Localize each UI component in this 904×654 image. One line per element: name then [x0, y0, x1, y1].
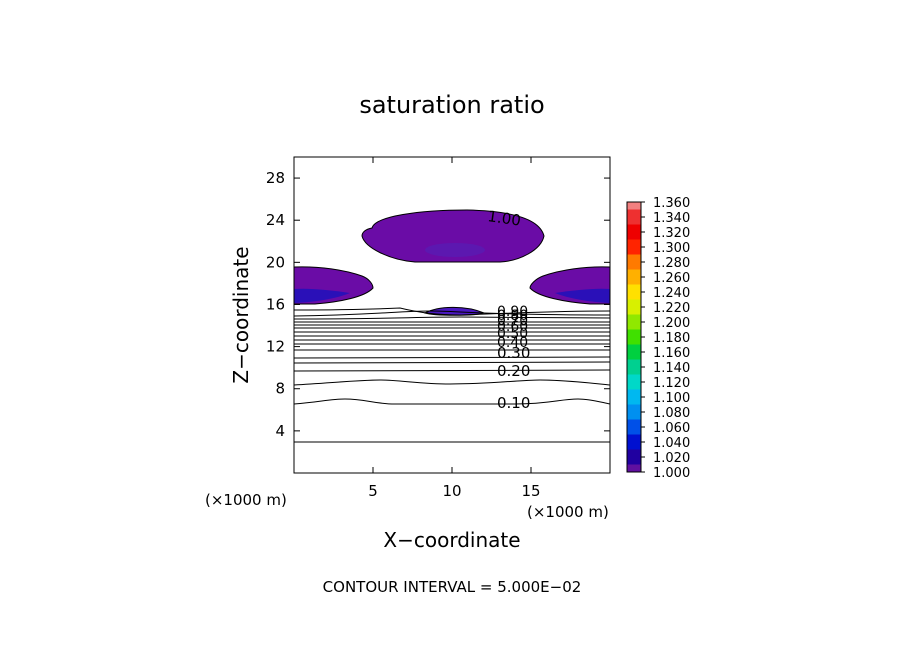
contour-label-0.60: 0.60 — [497, 319, 528, 335]
colorbar-label-1.340: 1.340 — [653, 211, 690, 226]
region-top-core — [425, 243, 485, 257]
y-tick-label-4: 20 — [266, 253, 285, 271]
colorbar-swatch-1.260 — [627, 269, 641, 285]
colorbar-swatch-1.320 — [627, 224, 641, 240]
x-axis-title: X−coordinate — [383, 528, 520, 552]
y-tick-label-6: 28 — [266, 169, 285, 187]
colorbar-label-1.000: 1.000 — [653, 466, 690, 481]
x-tick-label-1: 10 — [442, 482, 461, 500]
contour-labels: 0.10 0.20 0.30 0.40 0.50 0.60 0.70 0.80 … — [486, 207, 530, 412]
y-tick-label-0: 4 — [275, 422, 285, 440]
contour-line-m — [293, 307, 611, 316]
colorbar-swatch-1.300 — [627, 239, 641, 255]
y-tick-label-2: 12 — [266, 338, 285, 356]
x-tick-label-0: 5 — [368, 482, 378, 500]
y-axis: 4 8 12 16 20 24 28 — [266, 169, 610, 440]
contour-label-0.20: 0.20 — [497, 362, 530, 380]
x-unit-left: (×1000 m) — [205, 491, 287, 509]
region-left-core — [294, 288, 350, 303]
colorbar-swatch-1.100 — [627, 389, 641, 405]
region-right-core — [555, 288, 610, 303]
contour-line-c — [293, 356, 611, 359]
contour-line-a — [293, 379, 611, 386]
region-top-ellipse — [361, 209, 545, 263]
contour-label-0.30: 0.30 — [497, 344, 530, 362]
colorbar-swatch-1.280 — [627, 254, 641, 270]
contour-label-0.90: 0.90 — [497, 304, 528, 320]
colorbar-label-1.020: 1.020 — [653, 451, 690, 466]
contour-label-0.40: 0.40 — [497, 335, 528, 351]
contour-label-0.10: 0.10 — [497, 394, 530, 412]
colorbar-swatch-1.360 — [627, 202, 641, 210]
colorbar-label-1.280: 1.280 — [653, 256, 690, 271]
colorbar-label-1.260: 1.260 — [653, 271, 690, 286]
y-tick-label-1: 8 — [275, 380, 285, 398]
contour-line-l — [293, 310, 611, 317]
y-axis-title: Z−coordinate — [229, 246, 253, 383]
contour-line-0.20 — [293, 369, 611, 372]
colorbar-label-1.140: 1.140 — [653, 361, 690, 376]
colorbar-label-1.320: 1.320 — [653, 226, 690, 241]
colorbar: 1.3601.3401.3201.3001.2801.2601.2401.220… — [626, 196, 690, 481]
colorbar-swatch-1.120 — [627, 374, 641, 390]
colorbar-label-1.240: 1.240 — [653, 286, 690, 301]
x-tick-label-2: 15 — [521, 482, 540, 500]
y-tick-label-3: 16 — [266, 295, 285, 313]
colorbar-swatch-1.020 — [627, 449, 641, 465]
contour-lines — [293, 307, 611, 443]
colorbar-swatch-1.060 — [627, 419, 641, 435]
colorbar-swatch-1.000 — [627, 464, 641, 472]
y-tick-label-5: 24 — [266, 211, 285, 229]
colorbar-swatch-1.180 — [627, 329, 641, 345]
colorbar-label-1.360: 1.360 — [653, 196, 690, 211]
contour-line-0.10 — [293, 398, 611, 405]
colorbar-label-1.220: 1.220 — [653, 301, 690, 316]
contour-line-b — [293, 361, 611, 364]
contour-interval-footer: CONTOUR INTERVAL = 5.000E−02 — [323, 578, 582, 596]
colorbar-label-1.100: 1.100 — [653, 391, 690, 406]
colorbar-swatch-1.200 — [627, 314, 641, 330]
chart-title: saturation ratio — [359, 91, 544, 119]
colorbar-label-1.200: 1.200 — [653, 316, 690, 331]
x-unit-right: (×1000 m) — [527, 503, 609, 521]
colorbar-frame — [626, 201, 642, 473]
contour-line-k — [293, 316, 611, 320]
contour-label-0.80: 0.80 — [497, 308, 528, 324]
colorbar-swatch-1.080 — [627, 404, 641, 420]
colorbar-swatch-1.040 — [627, 434, 641, 450]
colorbar-swatch-1.340 — [627, 209, 641, 225]
contour-label-1.00: 1.00 — [486, 207, 522, 229]
colorbar-label-1.060: 1.060 — [653, 421, 690, 436]
colorbar-swatch-1.240 — [627, 284, 641, 300]
x-axis: 5 10 15 — [368, 157, 541, 500]
colorbar-label-1.080: 1.080 — [653, 406, 690, 421]
colorbar-label-1.180: 1.180 — [653, 331, 690, 346]
colorbar-label-1.300: 1.300 — [653, 241, 690, 256]
colorbar-swatch-1.220 — [627, 299, 641, 315]
contour-label-0.50: 0.50 — [497, 326, 528, 342]
saturated-regions — [293, 209, 611, 316]
colorbar-label-1.120: 1.120 — [653, 376, 690, 391]
colorbar-label-1.040: 1.040 — [653, 436, 690, 451]
colorbar-swatch-1.160 — [627, 344, 641, 360]
contour-label-0.70: 0.70 — [497, 313, 528, 329]
colorbar-label-1.160: 1.160 — [653, 346, 690, 361]
colorbar-swatch-1.140 — [627, 359, 641, 375]
